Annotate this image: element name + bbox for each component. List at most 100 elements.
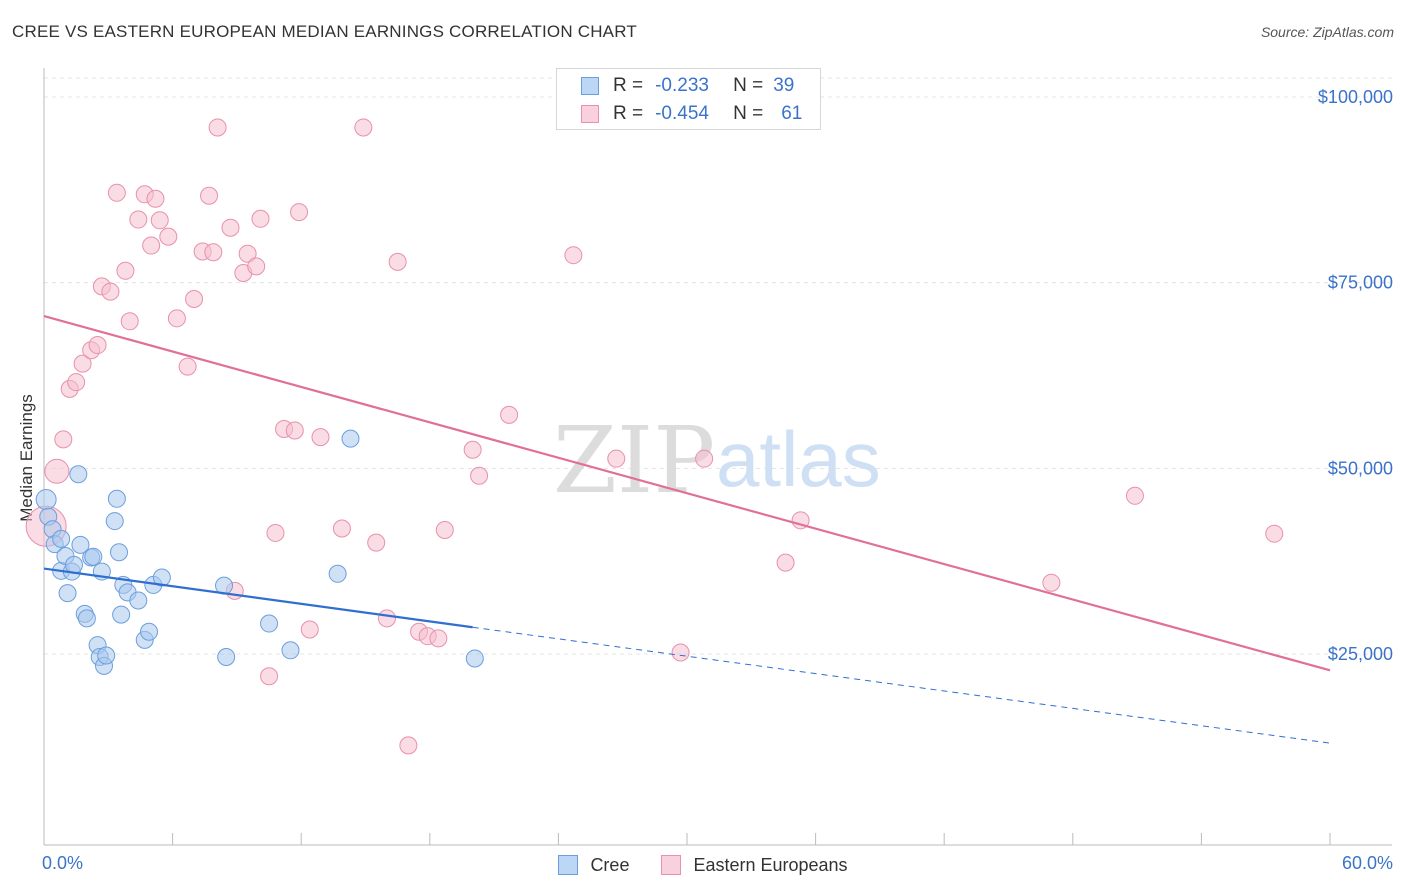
eastern-point (150, 211, 169, 230)
source-label: Source: ZipAtlas.com (1260, 24, 1394, 40)
n-label: N = (733, 75, 764, 96)
eastern-point (67, 373, 86, 392)
cree-point (58, 584, 77, 603)
eastern-point (388, 252, 407, 271)
cree-point (465, 649, 484, 668)
eastern-point (399, 736, 418, 755)
eastern-point (54, 430, 73, 449)
eastern-point (367, 533, 386, 552)
eastern-point (167, 309, 186, 328)
eastern-point (208, 118, 227, 137)
eastern-point (311, 428, 330, 447)
eastern-point (671, 643, 690, 662)
cree-point (52, 529, 71, 548)
eastern-point (470, 466, 489, 485)
legend-item-eastern: Eastern Europeans (661, 855, 848, 876)
cree-point (112, 605, 131, 624)
eastern-point (178, 357, 197, 376)
eastern-point (1265, 524, 1284, 543)
y-tick-label-0: $25,000 (1328, 644, 1393, 664)
cree-point (107, 489, 126, 508)
eastern-point (564, 246, 583, 265)
cree-legend-swatch (558, 855, 579, 875)
cree-point (152, 568, 171, 587)
y-axis-label: Median Earnings (17, 394, 36, 522)
eastern-point (300, 620, 319, 639)
eastern-point (260, 667, 279, 686)
y-tick-label-2: $75,000 (1328, 273, 1393, 293)
eastern-r-value: -0.454 (655, 103, 709, 124)
eastern-n-value: 61 (781, 103, 803, 124)
eastern-point (1042, 573, 1061, 592)
eastern-point (500, 405, 519, 424)
eastern-point (354, 118, 373, 137)
watermark-atlas: atlas (716, 415, 881, 503)
cree-point (71, 535, 90, 554)
cree-point (35, 489, 57, 511)
eastern-point (73, 354, 92, 373)
cree-trend-line-dashed (472, 626, 1331, 744)
cree-swatch (581, 77, 599, 95)
cree-point (69, 465, 88, 484)
cree-point (260, 614, 279, 633)
eastern-point (607, 449, 626, 468)
eastern-point (88, 336, 107, 355)
r-label: R = (613, 75, 644, 96)
eastern-point (204, 243, 223, 262)
eastern-point (285, 421, 304, 440)
cree-legend-label: Cree (590, 854, 630, 875)
eastern-point (200, 186, 219, 205)
legend-item-cree: Cree (558, 855, 629, 876)
eastern-point (695, 449, 714, 468)
gridlines (44, 77, 1392, 655)
eastern-point (185, 290, 204, 309)
eastern-point (142, 236, 161, 255)
eastern-point (266, 523, 285, 542)
trend-lines (43, 315, 1331, 744)
eastern-point (463, 440, 482, 459)
eastern-point (146, 189, 165, 208)
series-legend: Cree Eastern Europeans (0, 852, 1406, 878)
cree-n-value: 39 (773, 75, 795, 96)
cree-point (84, 547, 103, 566)
eastern-point (107, 183, 126, 202)
r-label: R = (613, 103, 644, 124)
eastern-swatch (581, 105, 599, 123)
correlation-legend: R = -0.233 N = 39 R = -0.454 N = 61 (556, 68, 821, 130)
eastern-point (247, 257, 266, 276)
axes (43, 68, 1392, 846)
eastern-point (221, 218, 240, 237)
eastern-point (251, 209, 270, 228)
eastern-trend-line (43, 315, 1331, 672)
cree-point (129, 591, 148, 610)
eastern-point (116, 261, 135, 280)
cree-point (217, 647, 236, 666)
cree-point (77, 609, 96, 628)
x-tick-labels: 0.0% 60.0% (42, 853, 1393, 873)
cree-point (110, 543, 129, 562)
watermark: ZIP atlas (553, 407, 881, 514)
cree-point (97, 646, 116, 665)
y-tick-labels: $25,000 $50,000 $75,000 $100,000 (1318, 87, 1393, 664)
eastern-legend-swatch (661, 855, 682, 875)
cree-point (140, 622, 159, 641)
eastern-point (429, 629, 448, 648)
n-label: N = (733, 103, 764, 124)
eastern-point (129, 210, 148, 229)
eastern-point (377, 609, 396, 628)
cree-r-value: -0.233 (655, 75, 709, 96)
cree-point (328, 564, 347, 583)
cree-point (281, 641, 300, 660)
eastern-point (776, 553, 795, 572)
cree-point (341, 429, 360, 448)
eastern-point (332, 519, 351, 538)
eastern-point (238, 244, 257, 263)
chart-title: CREE VS EASTERN EUROPEAN MEDIAN EARNINGS… (12, 22, 637, 41)
y-tick-label-3: $100,000 (1318, 87, 1393, 107)
watermark-zip: ZIP (553, 407, 715, 514)
cree-point (105, 512, 124, 531)
eastern-point (1125, 486, 1144, 505)
y-tick-label-1: $50,000 (1328, 458, 1393, 478)
legend-row-cree: R = -0.233 N = 39 (557, 72, 794, 100)
